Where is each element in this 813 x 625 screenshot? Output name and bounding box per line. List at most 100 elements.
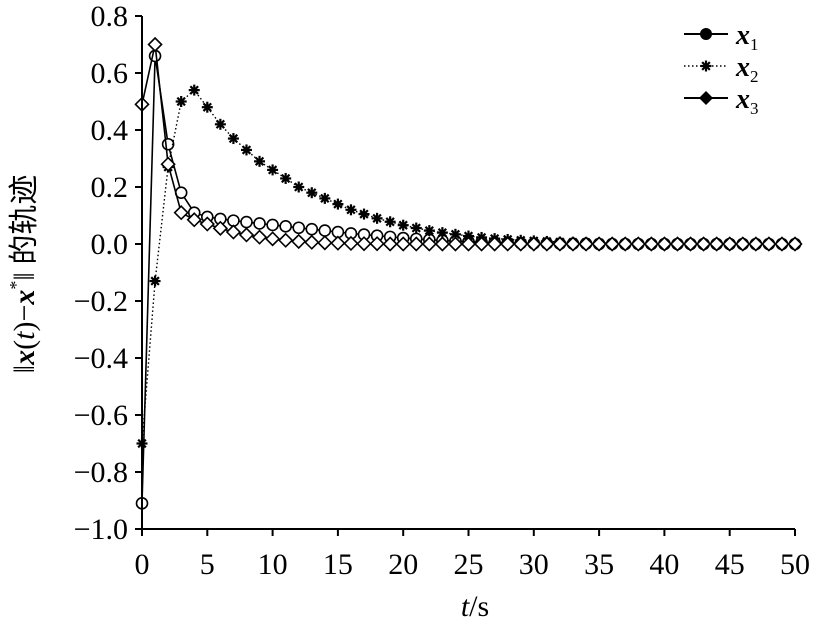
data-point-x3	[656, 236, 673, 252]
x-tick-label: 0	[135, 548, 150, 581]
x-tick-label: 20	[388, 548, 418, 581]
data-point-x2	[410, 222, 422, 234]
y-tick-label: 0.4	[91, 114, 129, 147]
y-tick-label: −0.8	[74, 456, 128, 489]
data-point-x3	[447, 236, 464, 252]
data-point-x3	[395, 236, 411, 252]
x-tick-label: 35	[584, 548, 614, 581]
data-point-x3	[343, 235, 359, 252]
x-tick-label: 40	[649, 548, 679, 581]
data-point-x3	[186, 212, 202, 228]
data-point-x1	[266, 218, 279, 232]
data-point-x3	[539, 236, 555, 252]
y-tick-label: −0.4	[74, 342, 128, 375]
data-point-x1	[279, 220, 292, 233]
data-point-x3	[669, 236, 686, 252]
data-point-x3	[147, 36, 163, 53]
y-tick-label: −0.6	[74, 399, 128, 432]
data-point-x2	[397, 219, 409, 231]
data-point-x3	[251, 229, 268, 245]
series-x1	[135, 49, 802, 510]
tick-labels: −1.0 −0.8 −0.6 −0.4 −0.2 0.0 0.2 0.4 0.6 0.8 0 5 10 1…	[74, 0, 810, 581]
x-axis-title: t/s	[461, 590, 489, 623]
data-point-x3	[434, 236, 451, 252]
data-point-x3	[173, 205, 189, 221]
x-tick-label: 15	[323, 548, 353, 581]
y-axis-title: ‖x(t)−x*‖ 的轨迹	[6, 175, 41, 374]
data-point-x2	[175, 96, 187, 107]
data-point-x2	[227, 133, 239, 145]
data-point-x3	[513, 236, 529, 252]
data-point-x3	[212, 220, 228, 236]
data-point-x3	[330, 235, 346, 251]
data-point-x2	[254, 155, 266, 167]
y-tick-label: 0.6	[91, 57, 129, 90]
data-point-x3	[291, 233, 307, 250]
data-point-x2	[384, 216, 396, 228]
data-point-x3	[604, 236, 620, 252]
x-tick-label: 25	[454, 548, 484, 581]
data-point-x3	[748, 236, 764, 252]
data-point-x2	[214, 118, 226, 130]
data-point-x3	[565, 236, 581, 252]
data-point-x3	[722, 236, 738, 252]
y-tick-label: −1.0	[74, 513, 128, 546]
data-point-x3	[369, 236, 385, 252]
data-point-x3	[199, 216, 215, 232]
series-x3	[134, 36, 803, 252]
data-point-x2	[345, 204, 357, 216]
data-point-x3	[421, 236, 437, 252]
data-point-x2	[306, 187, 318, 199]
data-point-x3	[500, 236, 516, 252]
data-point-x1	[292, 221, 306, 235]
x-tick-label: 30	[519, 548, 549, 581]
data-point-x2	[358, 208, 370, 220]
x-tick-label: 5	[200, 548, 215, 581]
data-point-x1	[240, 215, 253, 229]
data-point-x3	[591, 236, 607, 252]
axes	[135, 15, 796, 536]
y-tick-label: −0.2	[74, 285, 128, 318]
data-point-x3	[774, 236, 790, 252]
data-point-x3	[552, 236, 568, 252]
data-point-x3	[761, 236, 777, 252]
data-point-x3	[578, 236, 594, 252]
data-point-x1	[318, 224, 332, 237]
legend-marker-x1	[700, 28, 712, 40]
plot-area	[134, 36, 803, 510]
data-point-x2	[319, 192, 331, 204]
data-point-x3	[264, 231, 281, 247]
data-point-x1	[305, 222, 319, 236]
data-point-x3	[460, 236, 477, 252]
series-x2	[136, 84, 801, 449]
data-point-x3	[225, 224, 242, 240]
data-point-x3	[160, 156, 176, 172]
legend-label-x2: x2	[735, 52, 759, 86]
data-point-x3	[787, 236, 803, 252]
data-point-x3	[526, 236, 542, 252]
data-point-x2	[423, 225, 435, 237]
data-point-x2	[371, 212, 383, 224]
legend-label-x1: x1	[735, 20, 759, 54]
y-tick-label: 0.8	[91, 0, 129, 33]
data-point-x3	[382, 236, 398, 252]
series-line-x1	[141, 55, 795, 504]
data-point-x3	[238, 227, 255, 243]
data-point-x3	[630, 236, 646, 252]
x-tick-label: 50	[780, 548, 810, 581]
data-point-x2	[188, 84, 200, 96]
data-point-x3	[317, 235, 333, 251]
x-tick-label: 10	[258, 548, 288, 581]
data-point-x3	[617, 236, 633, 252]
x-tick-label: 45	[715, 548, 745, 581]
legend-label-x3: x3	[735, 84, 759, 118]
data-point-x3	[304, 234, 320, 250]
data-point-x2	[293, 181, 305, 193]
y-tick-label: 0.0	[91, 228, 129, 261]
data-point-x3	[709, 236, 725, 252]
data-point-x3	[643, 236, 659, 252]
y-tick-label: 0.2	[91, 171, 129, 204]
data-point-x1	[253, 217, 266, 230]
